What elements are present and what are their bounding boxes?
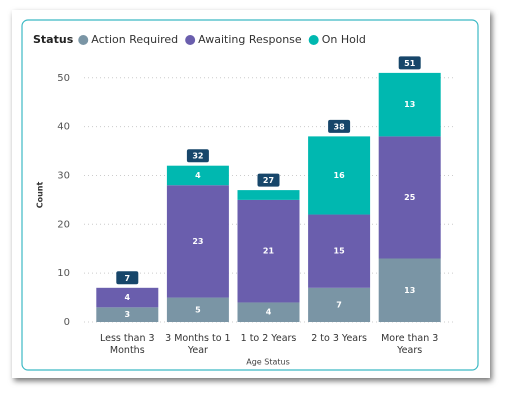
bar-segment	[237, 199, 300, 303]
data-label: 13	[404, 286, 415, 295]
y-tick-label: 30	[57, 170, 70, 181]
data-label: 16	[334, 171, 346, 180]
bar-segment	[166, 185, 229, 298]
bar-segment	[96, 307, 159, 322]
data-label: 7	[336, 300, 342, 309]
data-label: 21	[263, 247, 275, 256]
bar-segment	[308, 136, 371, 215]
bar-segment	[378, 72, 441, 137]
bar-segment	[237, 190, 300, 200]
legend-label: Awaiting Response	[198, 33, 302, 46]
x-tick-label: 2 to 3 Years	[311, 333, 367, 344]
x-tick-label: Less than 3 Months	[100, 333, 155, 356]
total-badge	[328, 119, 351, 133]
data-label: 4	[195, 171, 201, 180]
total-badge	[398, 56, 421, 70]
y-tick-label: 20	[57, 219, 70, 230]
bar-segment	[378, 258, 441, 322]
total-badge	[116, 271, 139, 285]
data-label: 15	[334, 247, 346, 256]
x-tick-label: More than 3 Years	[381, 333, 439, 356]
total-label: 7	[125, 274, 131, 283]
legend-label: Action Required	[91, 33, 178, 46]
bar-segment	[96, 287, 159, 308]
total-label: 27	[263, 176, 274, 185]
total-label: 32	[192, 152, 203, 161]
legend-marker	[308, 35, 319, 45]
legend-marker	[185, 35, 196, 45]
data-label: 13	[404, 100, 415, 109]
x-axis-title: Age Status	[246, 358, 290, 367]
y-tick-label: 40	[57, 122, 70, 133]
x-tick-label: 3 Months to 1 Year	[165, 333, 231, 356]
bar-segment	[166, 165, 229, 186]
y-tick-label: 50	[57, 73, 70, 84]
total-label: 51	[404, 59, 416, 68]
data-label: 4	[266, 308, 272, 317]
x-tick-label: 1 to 2 Years	[240, 333, 297, 344]
total-badge	[186, 149, 209, 163]
y-tick-label: 10	[57, 268, 70, 279]
total-badge	[257, 173, 280, 187]
data-label: 5	[195, 305, 201, 314]
data-label: 25	[404, 193, 416, 202]
total-label: 38	[334, 122, 346, 131]
data-label: 3	[125, 310, 131, 319]
bar-segment	[378, 136, 441, 259]
y-axis-title: Count	[36, 182, 45, 209]
data-label: 4	[125, 293, 131, 302]
bar-segment	[308, 214, 371, 288]
y-tick-label: 0	[64, 317, 70, 328]
legend-title: Status	[33, 33, 74, 46]
bar-segment	[308, 287, 371, 322]
data-label: 23	[192, 237, 203, 246]
legend-label: On Hold	[322, 33, 366, 46]
bar-segment	[166, 297, 229, 322]
bar-segment	[237, 302, 300, 322]
legend-marker	[78, 35, 89, 45]
